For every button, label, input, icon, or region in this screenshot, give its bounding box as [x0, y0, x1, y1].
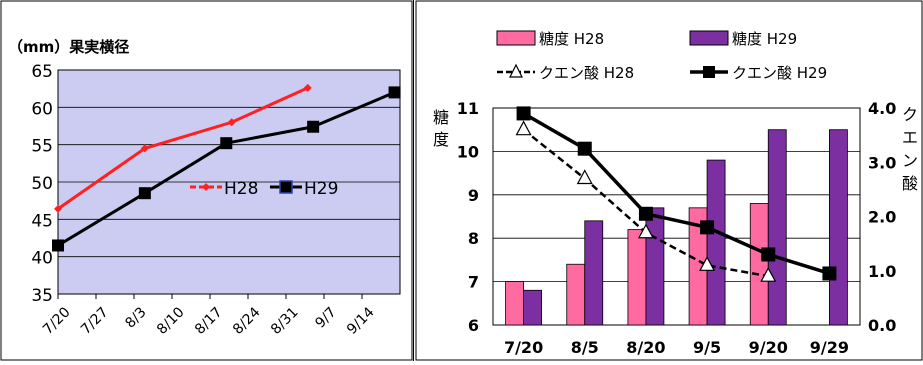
right-right-y-tick-label: 2.0 [868, 208, 896, 227]
right-left-y-tick-label: 9 [468, 186, 479, 205]
right-bar-h29 [706, 159, 726, 326]
right-bar-h29 [829, 129, 848, 326]
left-y-tick-label: 55 [31, 137, 53, 157]
right-x-tick-label: 8/20 [626, 338, 665, 357]
right-point-citric-h28 [760, 266, 777, 282]
left-point-H29 [138, 187, 151, 200]
right-plot-area [492, 107, 861, 326]
right-point-citric-h29 [516, 106, 531, 121]
left-point-H28 [140, 144, 149, 153]
right-left-axis-label-char: 糖 [433, 108, 449, 127]
left-legend-marker-H29 [279, 180, 293, 194]
right-bar-h28 [505, 281, 524, 326]
right-bar-h28 [566, 263, 586, 326]
right-x-tick-label: 9/29 [810, 338, 849, 357]
right-bar-h29 [767, 129, 787, 326]
right-bar-h29 [523, 289, 542, 326]
right-bar-h29 [584, 220, 604, 326]
left-point-H29 [307, 120, 320, 133]
right-point-citric-h28 [699, 256, 716, 271]
left-legend-label-H28: H28 [224, 179, 258, 199]
right-right-axis-label-char: ン [902, 151, 918, 170]
right-point-citric-h29 [761, 247, 776, 262]
left-y-tick-label: 60 [31, 99, 53, 119]
right-point-citric-h29 [577, 141, 592, 156]
right-line-citric-h29 [522, 111, 830, 276]
right-right-axis-ticks: 0.0 1.0 2.0 3.0 4.0 [868, 99, 896, 335]
left-chart-title: （mm）果実横径 [8, 38, 129, 56]
left-y-axis-ticks: 35 40 45 50 55 60 65 [31, 62, 53, 306]
left-legend-label-H29: H29 [304, 179, 338, 199]
right-right-axis-label-char: 酸 [902, 174, 918, 193]
right-bar-h29 [645, 207, 665, 326]
right-bar-h28 [627, 229, 647, 326]
right-legend-marker [703, 66, 715, 78]
right-x-axis-ticks: 7/20 8/5 8/20 9/5 9/20 9/29 [504, 338, 849, 357]
right-bar-h28 [749, 203, 769, 326]
right-right-axis-label-char: エ [902, 128, 918, 147]
right-right-y-tick-label: 4.0 [868, 99, 896, 118]
left-point-H28 [303, 83, 312, 92]
right-legend-label: 糖度 H28 [539, 30, 604, 48]
right-point-citric-h28 [576, 169, 593, 185]
right-left-axis-ticks: 6 7 8 9 10 11 [457, 99, 479, 335]
right-right-y-tick-label: 3.0 [868, 153, 896, 172]
right-left-y-tick-label: 10 [457, 142, 479, 161]
right-legend-label: 糖度 H29 [732, 30, 797, 48]
right-lines [515, 106, 837, 282]
right-x-tick-label: 9/20 [749, 338, 788, 357]
right-right-y-tick-label: 0.0 [868, 316, 896, 335]
left-y-tick-label: 50 [31, 174, 53, 194]
right-point-citric-h29 [638, 206, 653, 221]
left-y-tick-label: 40 [31, 249, 53, 269]
right-x-tick-label: 7/20 [504, 338, 543, 357]
right-point-citric-h29 [822, 266, 837, 281]
right-legend-swatch [496, 30, 536, 46]
right-x-tick-label: 9/5 [693, 338, 721, 357]
left-legend: H28 H29 [190, 179, 338, 199]
right-point-citric-h29 [700, 220, 715, 235]
right-left-y-tick-label: 7 [468, 273, 479, 292]
right-left-y-tick-label: 8 [468, 229, 479, 248]
left-y-tick-label: 65 [31, 62, 53, 82]
right-gridlines [493, 150, 860, 283]
right-legend: 糖度 H28 糖度 H29 クエン酸 H28 クエン酸 H29 [496, 30, 827, 82]
right-legend-label: クエン酸 H29 [732, 64, 827, 82]
right-point-citric-h28 [637, 223, 654, 239]
right-legend-label: クエン酸 H28 [539, 64, 634, 82]
left-series [52, 83, 401, 252]
left-point-H29 [220, 137, 233, 150]
left-point-H28 [54, 204, 62, 213]
right-right-y-tick-label: 1.0 [868, 262, 896, 281]
right-x-tick-label: 8/5 [571, 338, 599, 357]
right-legend-marker [509, 63, 523, 78]
left-y-tick-label: 45 [31, 211, 53, 231]
right-left-y-tick-label: 11 [457, 99, 479, 118]
left-series-line-H28 [57, 86, 309, 211]
left-point-H28 [227, 118, 236, 127]
right-point-citric-h28 [515, 120, 532, 136]
left-point-H29 [388, 86, 401, 99]
right-left-axis-label-char: 度 [433, 130, 449, 149]
left-legend-marker-H28 [202, 183, 210, 191]
left-y-tick-label: 35 [31, 286, 53, 306]
right-legend-swatch [689, 30, 729, 46]
right-right-axis-label-char: ク [902, 105, 918, 124]
right-left-y-tick-label: 6 [468, 316, 479, 335]
sugar-citric-chart: 糖度 H28 糖度 H29 クエン酸 H28 クエン酸 H29 6 7 8 9 10 11 0.… [433, 30, 918, 357]
left-point-H29 [52, 239, 64, 252]
right-axis-labels: 糖度 クエン酸 [433, 105, 918, 193]
